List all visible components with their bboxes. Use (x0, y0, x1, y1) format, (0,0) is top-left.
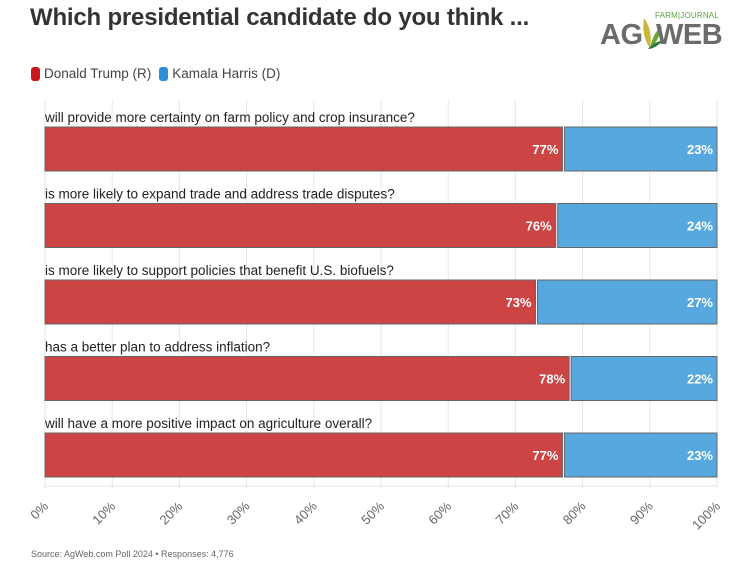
bar-trump[interactable] (44, 356, 570, 401)
value-label: 27% (687, 295, 713, 310)
bar-trump[interactable] (44, 203, 557, 248)
value-label: 22% (687, 372, 713, 387)
category-label: will provide more certainty on farm poli… (44, 110, 415, 125)
category-label: is more likely to expand trade and addre… (45, 187, 395, 202)
value-label: 77% (532, 448, 558, 463)
bars: will provide more certainty on farm poli… (44, 110, 718, 478)
x-tick-label: 100% (689, 498, 723, 532)
value-label: 24% (687, 219, 713, 234)
bar-harris[interactable] (570, 356, 718, 401)
bar-harris[interactable] (537, 279, 718, 325)
legend-item-harris[interactable]: Kamala Harris (D) (159, 66, 280, 81)
bar-harris[interactable] (563, 126, 718, 172)
legend-label-trump: Donald Trump (R) (44, 66, 152, 81)
category-label: is more likely to support policies that … (45, 263, 394, 278)
x-tick-label: 10% (89, 498, 118, 527)
x-axis: 0% 10% 20% 30% 40% 50% 60% 70% 80% 90% 100% (27, 485, 723, 533)
bar-harris[interactable] (557, 203, 718, 248)
value-label: 77% (532, 142, 558, 157)
bar-harris[interactable] (563, 432, 718, 478)
value-label: 73% (506, 295, 532, 310)
x-tick-label: 60% (425, 498, 454, 527)
x-tick-label: 50% (358, 498, 387, 527)
legend-label-harris: Kamala Harris (D) (172, 66, 281, 81)
bar-trump[interactable] (44, 432, 563, 478)
legend-item-trump[interactable]: Donald Trump (R) (31, 66, 151, 81)
agweb-logo[interactable]: FARM|JOURNAL AG WEB (596, 8, 731, 51)
value-label: 76% (526, 219, 552, 234)
x-tick-label: 20% (157, 498, 186, 527)
legend-swatch-harris (159, 66, 169, 81)
source-note: Source: AgWeb.com Poll 2024 • Responses:… (31, 549, 234, 559)
value-label: 23% (687, 142, 713, 157)
logo-text-left: AG (600, 19, 643, 51)
chart-legend: Donald Trump (R) Kamala Harris (D) (31, 66, 288, 81)
leaf-icon (643, 18, 664, 49)
chart-title: Which presidential candidate do you thin… (30, 4, 530, 31)
x-tick-label: 0% (27, 498, 51, 522)
bar-trump[interactable] (44, 126, 563, 172)
legend-swatch-trump (31, 66, 40, 81)
x-tick-label: 40% (291, 498, 320, 527)
x-tick-label: 90% (627, 498, 656, 527)
bar-trump[interactable] (44, 279, 537, 325)
value-label: 78% (539, 372, 565, 387)
category-label: has a better plan to address inflation? (45, 340, 270, 355)
x-tick-label: 30% (224, 498, 253, 527)
value-label: 23% (687, 448, 713, 463)
x-tick-label: 80% (560, 498, 589, 527)
logo-text-right: WEB (656, 19, 723, 51)
category-label: will have a more positive impact on agri… (44, 416, 372, 431)
x-tick-label: 70% (493, 498, 522, 527)
logo-tagline: FARM|JOURNAL (654, 11, 719, 20)
